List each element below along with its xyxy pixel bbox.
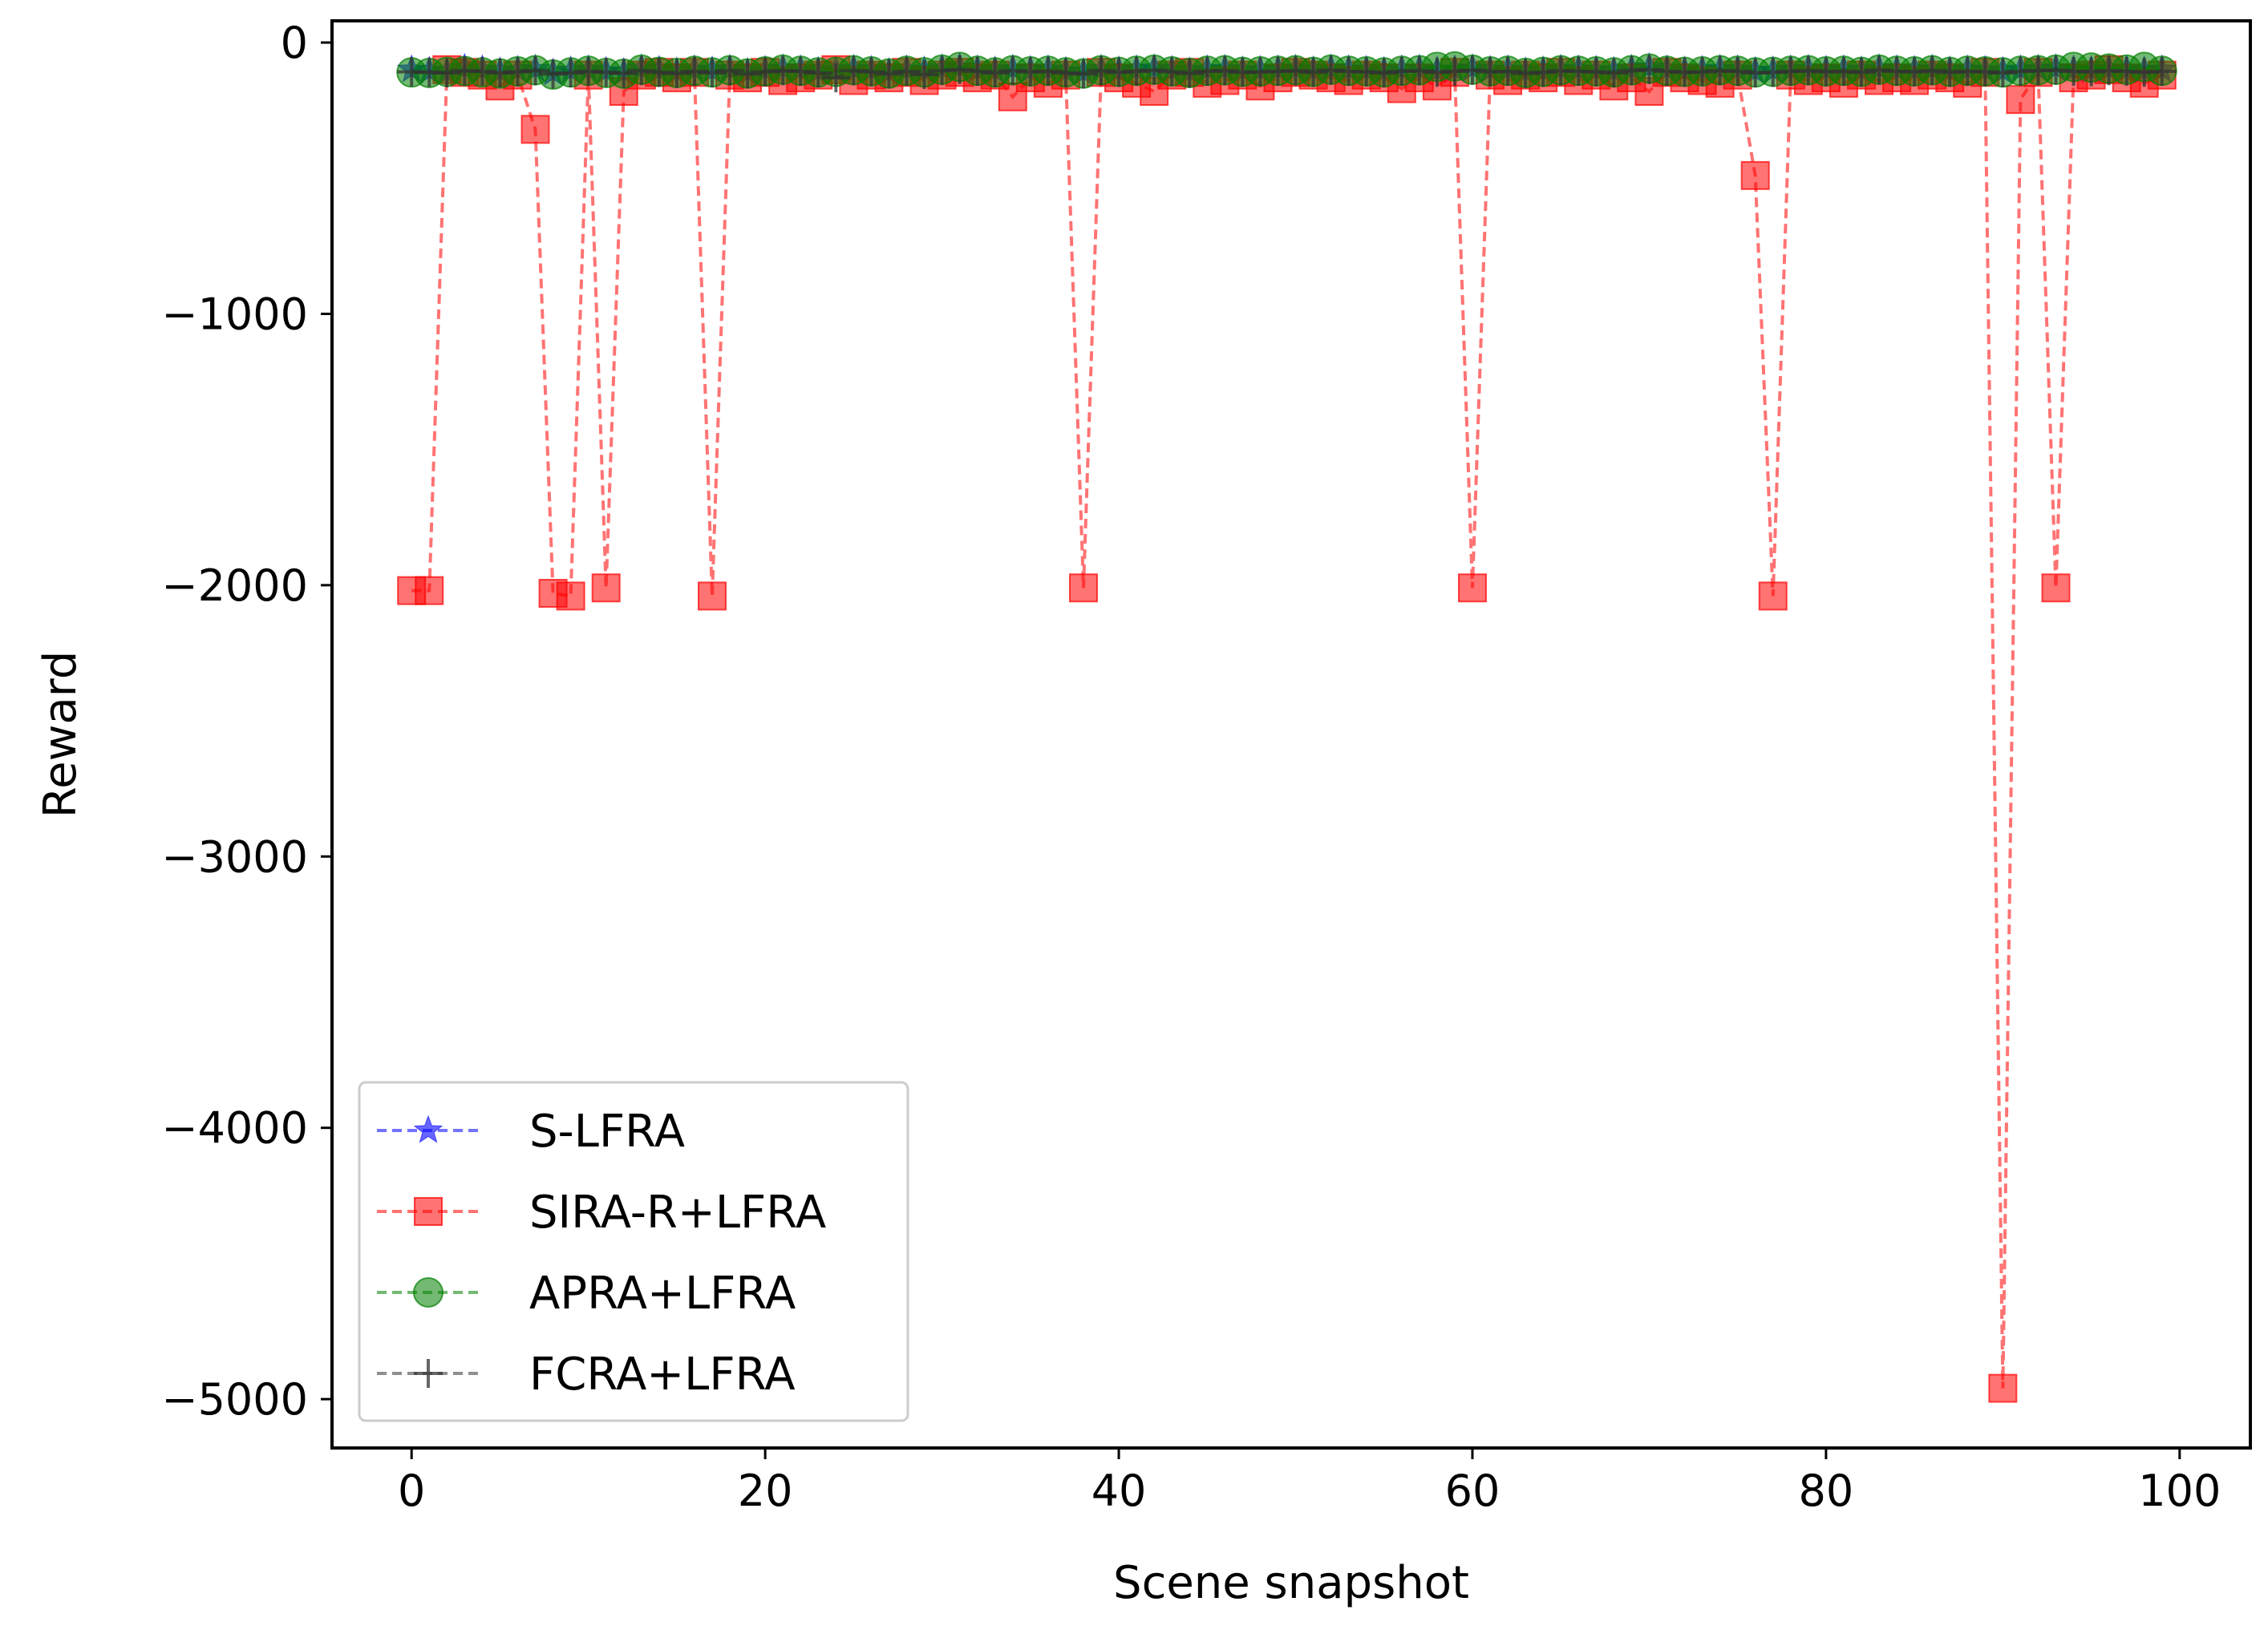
data-point-fcra-lfra bbox=[662, 59, 691, 88]
legend-marker bbox=[413, 1114, 443, 1143]
data-point-fcra-lfra bbox=[679, 56, 709, 86]
y-tick-label: −1000 bbox=[161, 289, 308, 339]
data-point-fcra-lfra bbox=[1281, 56, 1310, 86]
data-point-fcra-lfra bbox=[2147, 56, 2177, 86]
x-tick-label: 60 bbox=[1445, 1466, 1501, 1516]
legend-handle-sira-r-lfra bbox=[377, 1197, 480, 1226]
ticks-layer: 0 20 40 60 80 100 0 −1000 −2000 −3000 −4000 −5000 bbox=[161, 18, 2221, 1516]
data-point-fcra-lfra bbox=[1529, 58, 1558, 87]
data-point-sira-r-lfra bbox=[591, 573, 621, 603]
legend-handle-fcra-lfra bbox=[377, 1359, 480, 1388]
y-tick-label: −4000 bbox=[161, 1103, 308, 1154]
data-point-fcra-lfra bbox=[1087, 56, 1116, 86]
data-point-sira-r-lfra bbox=[1457, 573, 1487, 603]
data-point-fcra-lfra bbox=[1599, 58, 1629, 87]
data-point-sira-r-lfra bbox=[2041, 573, 2071, 603]
legend-label-apra-lfra: APRA+LFRA bbox=[529, 1268, 796, 1320]
data-point-fcra-lfra bbox=[1988, 58, 2018, 87]
data-point-fcra-lfra bbox=[909, 60, 939, 90]
data-point-fcra-lfra bbox=[1033, 56, 1063, 86]
data-point-sira-r-lfra bbox=[2006, 85, 2035, 115]
legend-marker bbox=[414, 1197, 443, 1226]
data-point-fcra-lfra bbox=[697, 58, 727, 87]
data-point-sira-r-lfra bbox=[415, 576, 444, 605]
legend-handle-apra-lfra bbox=[377, 1277, 480, 1308]
data-point-fcra-lfra bbox=[892, 56, 921, 86]
y-tick-label: −2000 bbox=[161, 560, 308, 611]
data-point-fcra-lfra bbox=[715, 56, 745, 86]
data-point-sira-r-lfra bbox=[697, 581, 727, 611]
data-point-fcra-lfra bbox=[1140, 55, 1169, 85]
data-point-fcra-lfra bbox=[1404, 56, 1434, 86]
data-point-fcra-lfra bbox=[1369, 58, 1399, 87]
y-tick-label: −5000 bbox=[161, 1374, 308, 1425]
data-point-fcra-lfra bbox=[1493, 56, 1523, 86]
data-point-sira-r-lfra bbox=[1740, 160, 1770, 190]
data-point-fcra-lfra bbox=[874, 59, 904, 89]
legend-entry-s-lfra: S-LFRA bbox=[377, 1106, 685, 1158]
data-point-fcra-lfra bbox=[962, 56, 992, 86]
series-layer bbox=[396, 51, 2177, 1403]
data-point-fcra-lfra bbox=[1723, 56, 1752, 86]
x-tick-label: 40 bbox=[1091, 1466, 1147, 1516]
data-point-fcra-lfra bbox=[1846, 58, 1876, 87]
data-point-fcra-lfra bbox=[786, 56, 816, 86]
data-point-sira-r-lfra bbox=[520, 115, 550, 144]
plot-frame bbox=[330, 19, 2252, 1450]
series-fcra-lfra bbox=[397, 55, 2177, 93]
legend-entry-fcra-lfra: FCRA+LFRA bbox=[377, 1349, 796, 1401]
legend-entry-sira-r-lfra: SIRA-R+LFRA bbox=[377, 1187, 826, 1239]
data-point-fcra-lfra bbox=[980, 58, 1010, 87]
y-axis-label: Reward bbox=[34, 651, 87, 819]
data-point-fcra-lfra bbox=[626, 56, 656, 86]
data-point-fcra-lfra bbox=[857, 57, 886, 87]
data-point-fcra-lfra bbox=[1175, 59, 1205, 88]
data-point-fcra-lfra bbox=[1068, 59, 1098, 89]
data-point-fcra-lfra bbox=[1457, 55, 1487, 85]
data-point-sira-r-lfra bbox=[556, 581, 585, 611]
data-point-sira-r-lfra bbox=[1988, 1373, 2018, 1403]
data-point-fcra-lfra bbox=[945, 55, 974, 84]
data-point-fcra-lfra bbox=[733, 59, 763, 89]
y-tick-label: 0 bbox=[281, 18, 308, 68]
legend-label-sira-r-lfra: SIRA-R+LFRA bbox=[529, 1187, 826, 1239]
data-point-fcra-lfra bbox=[1634, 55, 1664, 84]
data-point-fcra-lfra bbox=[609, 59, 638, 88]
data-point-fcra-lfra bbox=[1157, 57, 1187, 87]
legend-handle-s-lfra bbox=[377, 1114, 480, 1143]
y-tick-label: −3000 bbox=[161, 831, 308, 882]
data-point-sira-r-lfra bbox=[1758, 581, 1788, 611]
x-tick-label: 80 bbox=[1799, 1466, 1854, 1516]
legend-marker bbox=[413, 1277, 443, 1308]
x-tick-label: 100 bbox=[2138, 1466, 2221, 1516]
legend: S-LFRA SIRA-R+LFRA APRA+LFRA FCRA+LFRA bbox=[358, 1081, 909, 1422]
data-point-fcra-lfra bbox=[1298, 58, 1328, 87]
x-axis-label: Scene snapshot bbox=[1113, 1557, 1469, 1609]
legend-label-fcra-lfra: FCRA+LFRA bbox=[529, 1349, 796, 1401]
data-point-fcra-lfra bbox=[468, 56, 497, 86]
legend-marker bbox=[414, 1359, 443, 1388]
data-point-fcra-lfra bbox=[432, 58, 462, 87]
x-tick-label: 20 bbox=[738, 1466, 793, 1516]
data-point-fcra-lfra bbox=[520, 56, 550, 86]
legend-label-s-lfra: S-LFRA bbox=[529, 1106, 685, 1158]
data-point-fcra-lfra bbox=[1918, 56, 1947, 86]
data-point-fcra-lfra bbox=[1210, 56, 1240, 86]
data-point-fcra-lfra bbox=[821, 63, 851, 93]
x-tick-label: 0 bbox=[398, 1466, 425, 1516]
legend-box bbox=[358, 1081, 909, 1422]
data-point-fcra-lfra bbox=[804, 58, 833, 87]
data-point-sira-r-lfra bbox=[1068, 573, 1098, 603]
data-point-fcra-lfra bbox=[556, 58, 585, 87]
legend-entry-apra-lfra: APRA+LFRA bbox=[377, 1268, 796, 1320]
